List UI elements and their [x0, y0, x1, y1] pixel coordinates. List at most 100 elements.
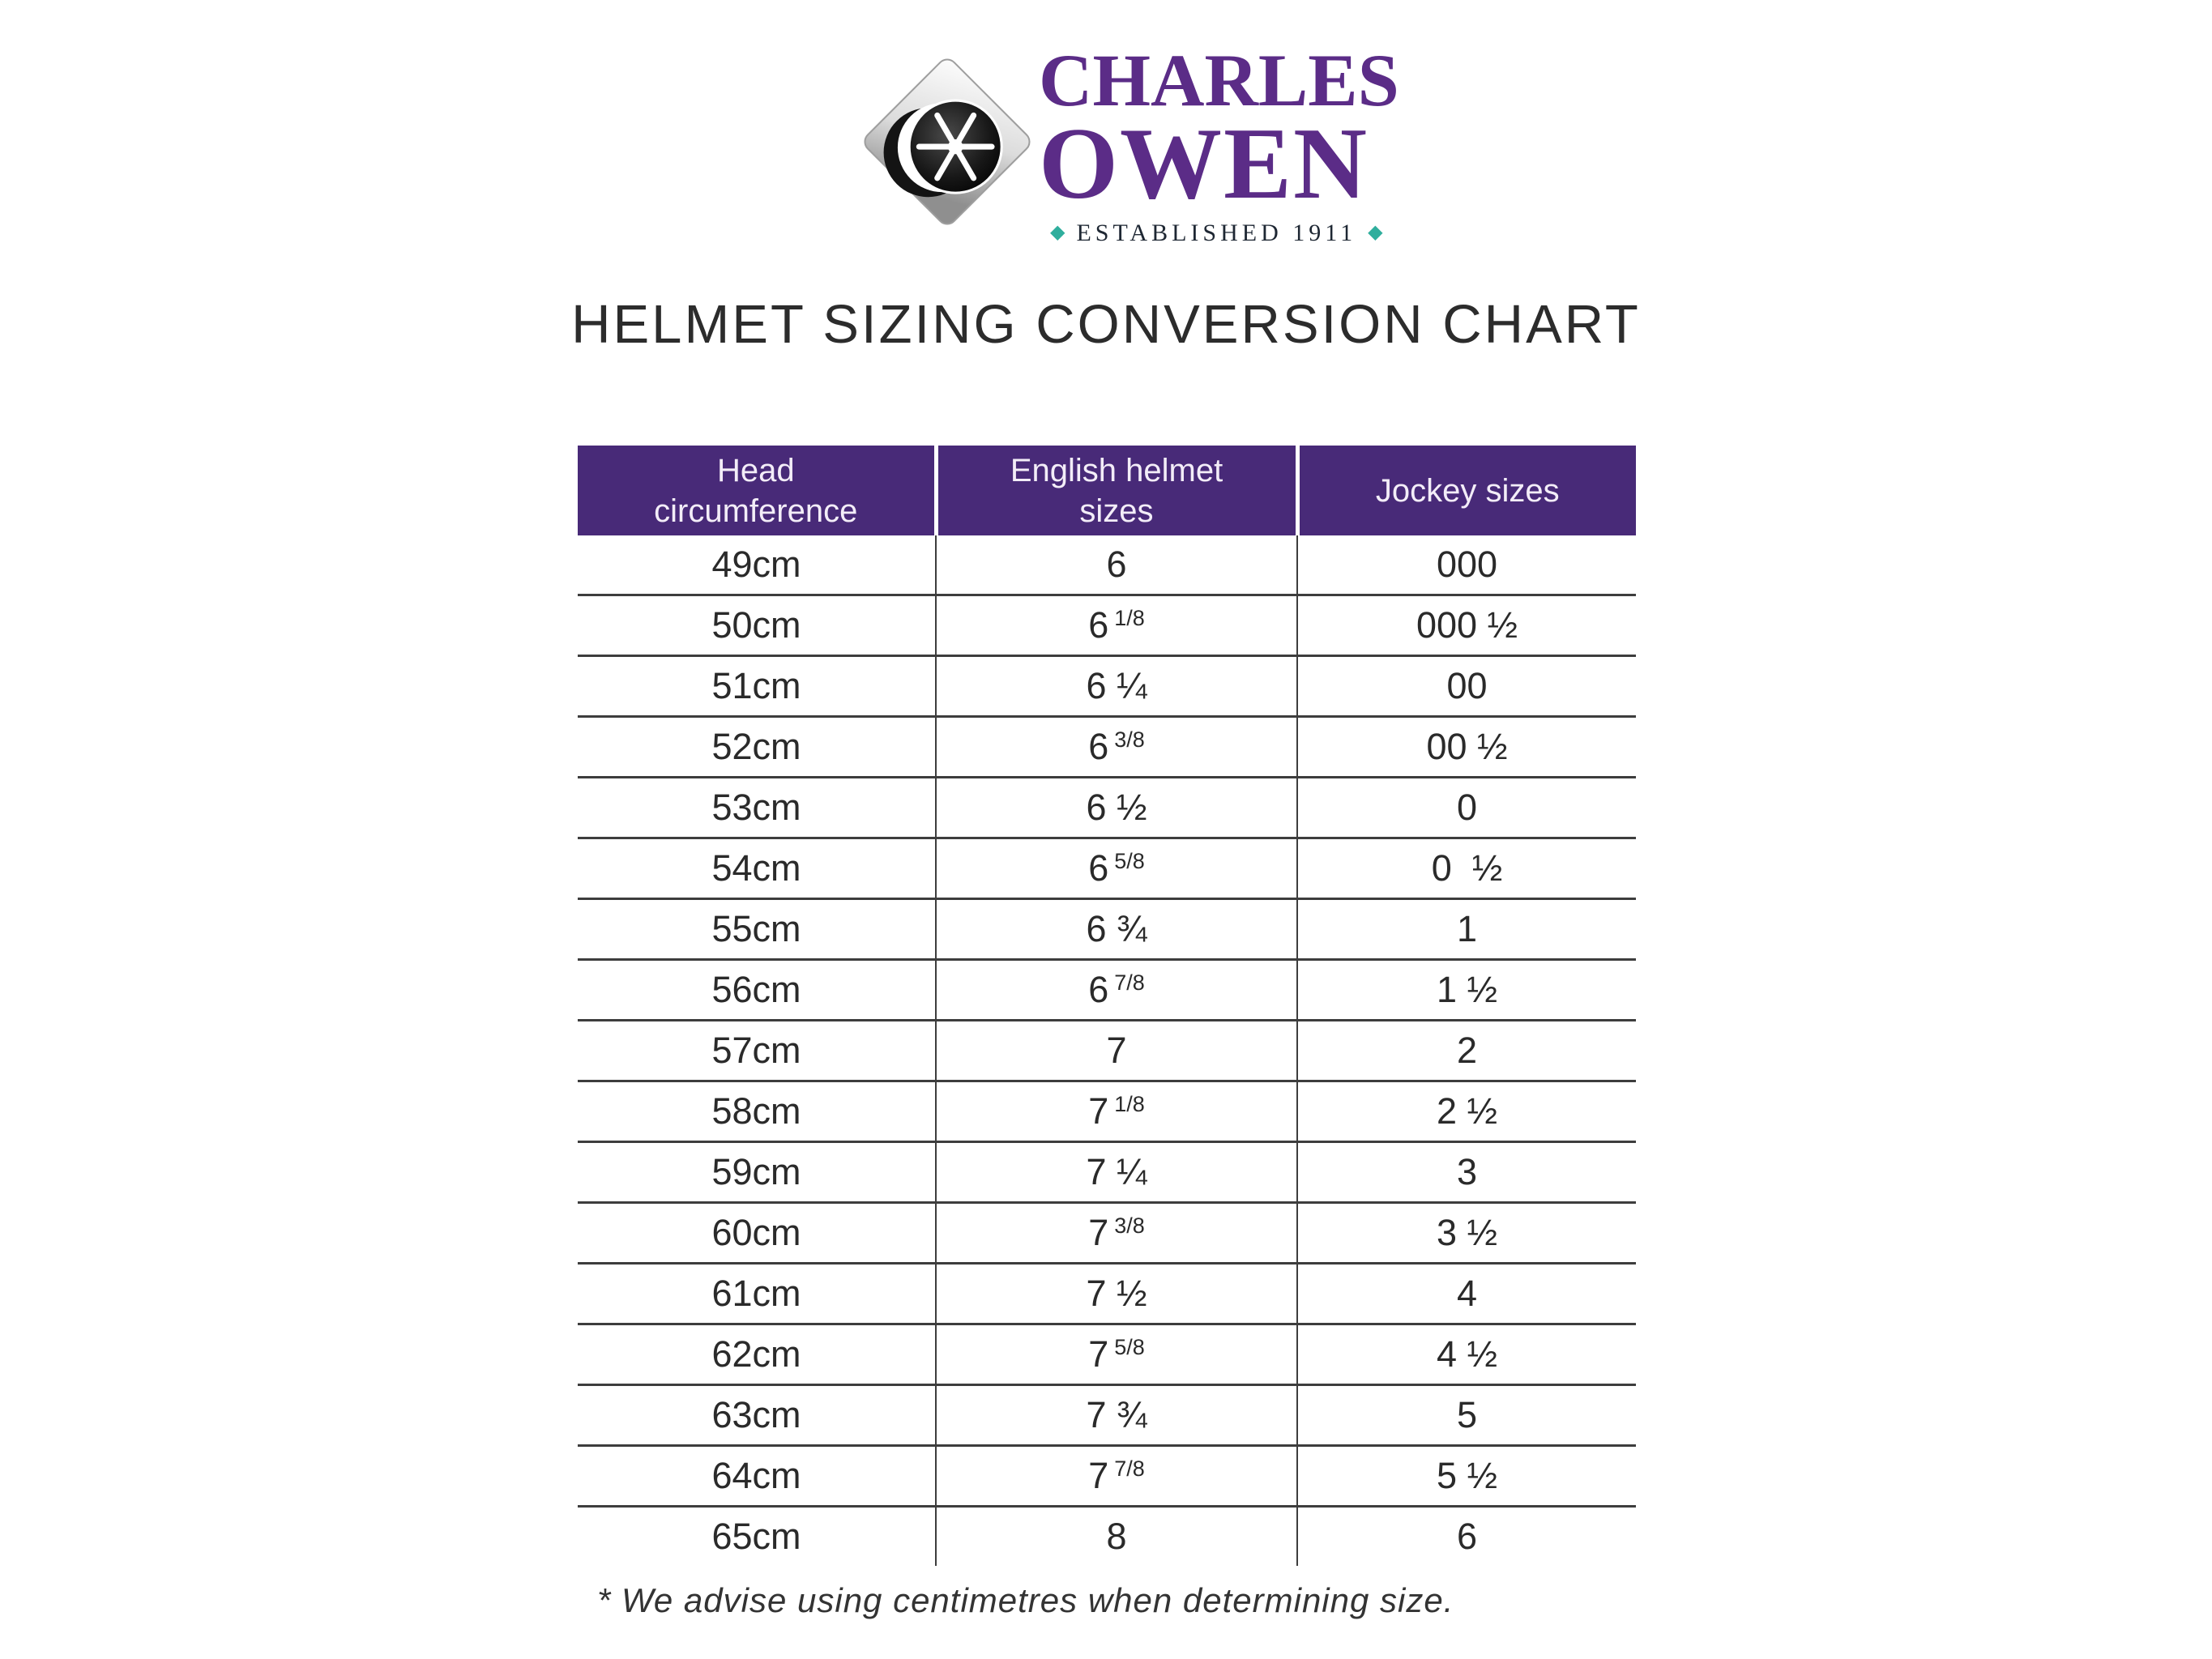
english-size-value: 7 — [1088, 1212, 1109, 1253]
sizing-table-container: Head circumference English helmet sizes … — [578, 446, 1636, 1566]
english-size-cell: 7 — [935, 1020, 1298, 1082]
jockey-size-cell: 1 ½ — [1297, 959, 1636, 1021]
head-circumference-cell: 59cm — [578, 1141, 936, 1204]
english-size-cell: 6 7/8 — [935, 959, 1298, 1021]
table-row: 53cm 6 ½ 0 — [578, 777, 1636, 839]
table-row: 64cm 7 7/8 5 ½ — [578, 1445, 1636, 1508]
english-size-value: 6 — [1088, 847, 1109, 889]
english-size-value: 8 — [1106, 1516, 1127, 1557]
established-text: ESTABLISHED 1911 — [1076, 220, 1357, 247]
english-size-fraction: 3/8 — [1114, 727, 1145, 752]
table-row: 54cm 6 5/8 0 ½ — [578, 838, 1636, 900]
table-row: 62cm 7 5/8 4 ½ — [578, 1324, 1636, 1386]
head-circumference-cell: 52cm — [578, 716, 936, 778]
table-row: 52cm 6 3/8 00 ½ — [578, 716, 1636, 778]
table-body: 49cm 6 000 50cm 6 1/8 000 ½ 51cm 6 ¼ 00 5… — [578, 535, 1636, 1566]
english-size-value: 6 ¼ — [1086, 665, 1147, 706]
english-size-value: 7 ½ — [1086, 1273, 1147, 1314]
english-size-cell: 6 5/8 — [935, 838, 1298, 900]
table-row: 56cm 6 7/8 1 ½ — [578, 959, 1636, 1021]
english-size-fraction: 5/8 — [1114, 1335, 1145, 1359]
english-size-cell: 6 — [935, 535, 1298, 596]
english-size-value: 6 — [1088, 604, 1109, 646]
jockey-size-cell: 00 — [1297, 655, 1636, 718]
jockey-size-cell: 2 — [1297, 1020, 1636, 1082]
head-circumference-cell: 63cm — [578, 1384, 936, 1447]
english-size-cell: 7 1/8 — [935, 1081, 1298, 1143]
header-head-circumference: Head circumference — [578, 446, 936, 535]
english-size-fraction: 1/8 — [1114, 1092, 1145, 1116]
head-circumference-cell: 49cm — [578, 535, 936, 596]
brand-name-owen: OWEN — [1039, 108, 1369, 221]
english-size-value: 6 ¾ — [1086, 908, 1147, 949]
head-circumference-cell: 58cm — [578, 1081, 936, 1143]
jockey-size-cell: 4 — [1297, 1263, 1636, 1325]
english-size-value: 7 — [1088, 1090, 1109, 1132]
jockey-size-cell: 000 ½ — [1297, 595, 1636, 657]
english-size-cell: 6 1/8 — [935, 595, 1298, 657]
english-size-fraction: 3/8 — [1114, 1213, 1145, 1238]
jockey-size-cell: 1 — [1297, 898, 1636, 961]
english-size-cell: 7 7/8 — [935, 1445, 1298, 1508]
table-row: 61cm 7 ½ 4 — [578, 1263, 1636, 1325]
head-circumference-cell: 64cm — [578, 1445, 936, 1508]
table-row: 57cm 7 2 — [578, 1020, 1636, 1082]
english-size-cell: 8 — [935, 1506, 1298, 1566]
jockey-size-cell: 5 — [1297, 1384, 1636, 1447]
teal-diamond-icon: ◆ — [1050, 222, 1065, 244]
head-circumference-cell: 62cm — [578, 1324, 936, 1386]
english-size-value: 7 ¼ — [1086, 1151, 1147, 1192]
english-size-value: 6 — [1106, 544, 1127, 585]
head-circumference-cell: 55cm — [578, 898, 936, 961]
english-size-value: 7 — [1088, 1333, 1109, 1375]
head-circumference-cell: 65cm — [711, 1516, 801, 1557]
table-row: 60cm 7 3/8 3 ½ — [578, 1202, 1636, 1265]
english-size-value: 6 ½ — [1086, 787, 1147, 828]
head-circumference-cell: 53cm — [578, 777, 936, 839]
english-size-value: 6 — [1088, 726, 1109, 767]
header-jockey-sizes: Jockey sizes — [1295, 446, 1636, 535]
english-size-cell: 6 ¾ — [935, 898, 1298, 961]
jockey-size-cell: 3 — [1297, 1141, 1636, 1204]
footnote: * We advise using centimetres when deter… — [597, 1581, 1454, 1619]
english-size-cell: 7 5/8 — [935, 1324, 1298, 1386]
jockey-size-cell: 6 — [1456, 1516, 1478, 1557]
english-size-cell: 6 ¼ — [935, 655, 1298, 718]
table-row: 59cm 7 ¼ 3 — [578, 1141, 1636, 1204]
english-size-value: 7 — [1106, 1030, 1127, 1071]
english-size-value: 7 ¾ — [1086, 1394, 1147, 1435]
table-row: 55cm 6 ¾ 1 — [578, 898, 1636, 961]
jockey-size-cell: 0 — [1297, 777, 1636, 839]
brand-name-charles: CHARLES — [1039, 39, 1399, 122]
table-row: 49cm 6 000 — [578, 535, 1636, 596]
english-size-cell: 6 ½ — [935, 777, 1298, 839]
english-size-cell: 7 ¼ — [935, 1141, 1298, 1204]
jockey-size-cell: 5 ½ — [1297, 1445, 1636, 1508]
english-size-cell: 7 ½ — [935, 1263, 1298, 1325]
jockey-size-cell: 2 ½ — [1297, 1081, 1636, 1143]
table-row: 50cm 6 1/8 000 ½ — [578, 595, 1636, 657]
star-spokes — [916, 112, 995, 181]
jockey-size-cell: 3 ½ — [1297, 1202, 1636, 1265]
teal-diamond-icon: ◆ — [1368, 222, 1383, 244]
english-size-cell: 7 3/8 — [935, 1202, 1298, 1265]
english-size-fraction: 1/8 — [1114, 606, 1145, 630]
brand-logo: CHARLES OWEN ◆ ESTABLISHED 1911 ◆ — [1039, 39, 1399, 247]
english-size-value: 6 — [1088, 969, 1109, 1010]
english-size-cell: 6 3/8 — [935, 716, 1298, 778]
established-line: ◆ ESTABLISHED 1911 ◆ — [1039, 220, 1383, 247]
english-size-fraction: 7/8 — [1114, 1456, 1145, 1481]
table-row: 58cm 7 1/8 2 ½ — [578, 1081, 1636, 1143]
head-circumference-cell: 57cm — [578, 1020, 936, 1082]
jockey-size-cell: 4 ½ — [1297, 1324, 1636, 1386]
head-circumference-cell: 60cm — [578, 1202, 936, 1265]
header-row: Head circumference English helmet sizes … — [578, 446, 1636, 535]
jockey-size-cell: 000 — [1297, 535, 1636, 596]
page-title: HELMET SIZING CONVERSION CHART — [571, 294, 1641, 355]
table-row: 63cm 7 ¾ 5 — [578, 1384, 1636, 1447]
head-circumference-cell: 61cm — [578, 1263, 936, 1325]
english-size-value: 7 — [1088, 1455, 1109, 1496]
head-circumference-cell: 56cm — [578, 959, 936, 1021]
head-circumference-cell: 50cm — [578, 595, 936, 657]
